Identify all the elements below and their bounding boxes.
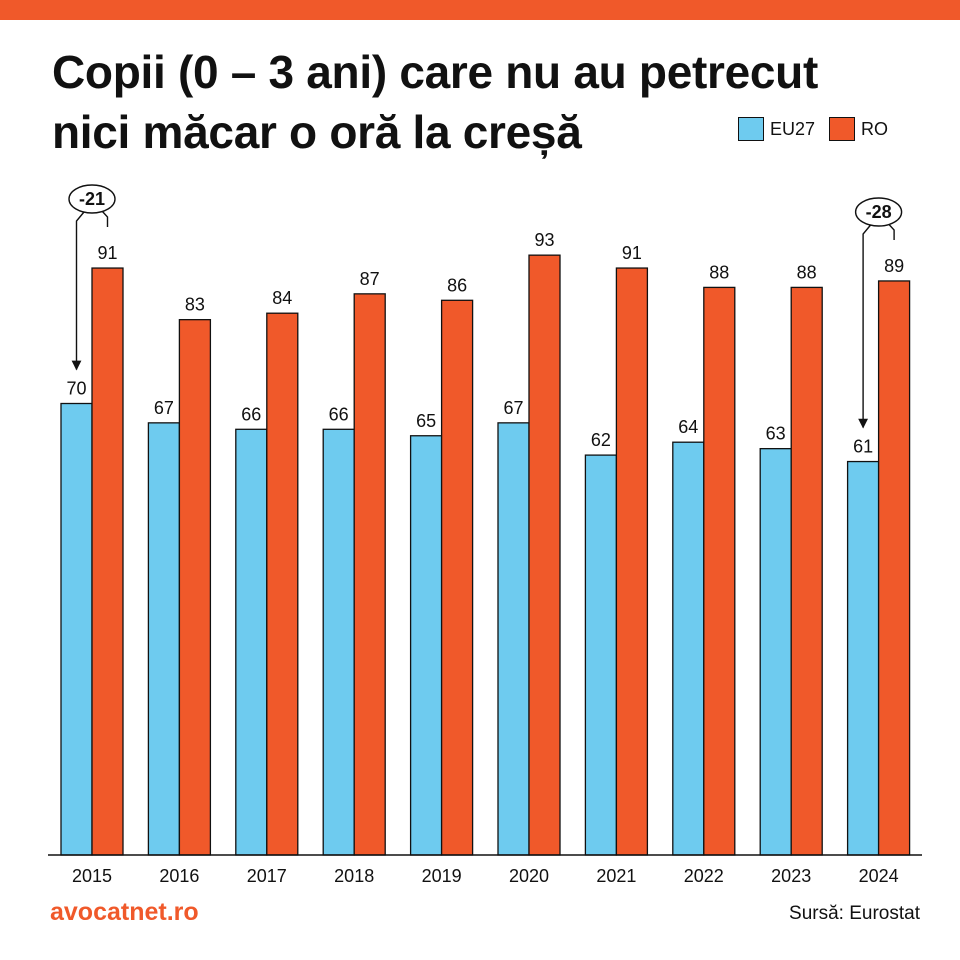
x-tick-label-2016: 2016 [159,866,199,886]
data-label-ro-2022: 88 [709,262,729,282]
data-label-eu27-2018: 66 [329,404,349,424]
data-label-eu27-2022: 64 [678,417,698,437]
bar-eu27-2018 [322,428,355,856]
annotation-label-2015: -21 [79,189,105,209]
data-label-ro-2021: 91 [622,243,642,263]
bar-eu27-2016 [147,422,181,856]
data-label-ro-2024: 89 [884,256,904,276]
chart-title-line-1: Copii (0 – 3 ani) care nu au petrecut [52,46,818,98]
bar-eu27-2022 [672,441,705,856]
data-label-eu27-2019: 65 [416,411,436,431]
x-tick-label-2022: 2022 [684,866,724,886]
legend-item-eu27: EU27 [738,117,815,141]
annotation-label-2024: -28 [866,202,892,222]
data-label-eu27-2021: 62 [591,430,611,450]
bar-ro-2015 [91,267,124,856]
annotation-tick-2024 [888,223,895,240]
bar-eu27-2023 [759,447,792,856]
x-tick-label-2020: 2020 [509,866,549,886]
annotation-arrow-2015 [71,211,85,371]
x-tick-label-2019: 2019 [422,866,462,886]
x-tick-label-2024: 2024 [859,866,899,886]
bar-ro-2023 [790,286,823,856]
data-label-eu27-2020: 67 [503,398,523,418]
x-tick-label-2023: 2023 [771,866,811,886]
data-label-eu27-2023: 63 [766,424,786,444]
bar-ro-2022 [703,286,736,856]
brand-logo-text[interactable]: avocatnet.ro [50,898,199,926]
bar-eu27-2019 [409,435,443,856]
annotation-tick-2015 [101,210,109,227]
data-label-eu27-2015: 70 [66,379,86,399]
chart-title: Copii (0 – 3 ani) care nu au petrecut ni… [52,42,912,162]
bar-ro-2018 [353,293,386,856]
chart-title-line-2: nici măcar o oră la creșă [52,106,582,158]
x-tick-label-2015: 2015 [72,866,112,886]
data-label-eu27-2016: 67 [154,398,174,418]
bar-eu27-2021 [584,454,618,856]
bar-ro-2017 [266,312,299,856]
bar-eu27-2017 [235,428,268,856]
chart-legend: EU27 RO [738,117,902,141]
annotation-bubble-2024 [854,197,903,227]
legend-item-ro: RO [829,117,888,141]
x-tick-label-2021: 2021 [596,866,636,886]
legend-swatch-eu27 [738,117,764,141]
data-label-ro-2016: 83 [185,295,205,315]
data-label-ro-2015: 91 [97,243,117,263]
legend-swatch-ro [829,117,856,141]
top-accent-bar [0,0,960,20]
bar-eu27-2024 [846,460,880,856]
data-label-ro-2017: 84 [272,288,292,308]
x-tick-label-2017: 2017 [247,866,287,886]
bar-eu27-2015 [60,402,93,856]
bar-ro-2016 [178,318,212,856]
legend-label-eu27: EU27 [770,118,816,139]
bar-eu27-2020 [497,422,530,856]
data-label-eu27-2024: 61 [853,437,873,457]
data-label-eu27-2017: 66 [241,404,261,424]
x-tick-label-2018: 2018 [334,866,374,886]
bar-ro-2021 [615,267,649,856]
data-label-ro-2019: 86 [447,275,467,295]
data-label-ro-2020: 93 [534,230,554,250]
data-label-ro-2023: 88 [797,262,817,282]
bar-ro-2020 [528,254,561,856]
source-note: Sursă: Eurostat [789,903,920,924]
data-label-ro-2018: 87 [360,269,380,289]
bar-ro-2024 [877,280,911,856]
annotation-bubble-2015 [68,184,116,214]
bar-ro-2019 [440,299,474,856]
annotation-arrow-2024 [858,224,872,429]
legend-label-ro: RO [861,118,889,139]
